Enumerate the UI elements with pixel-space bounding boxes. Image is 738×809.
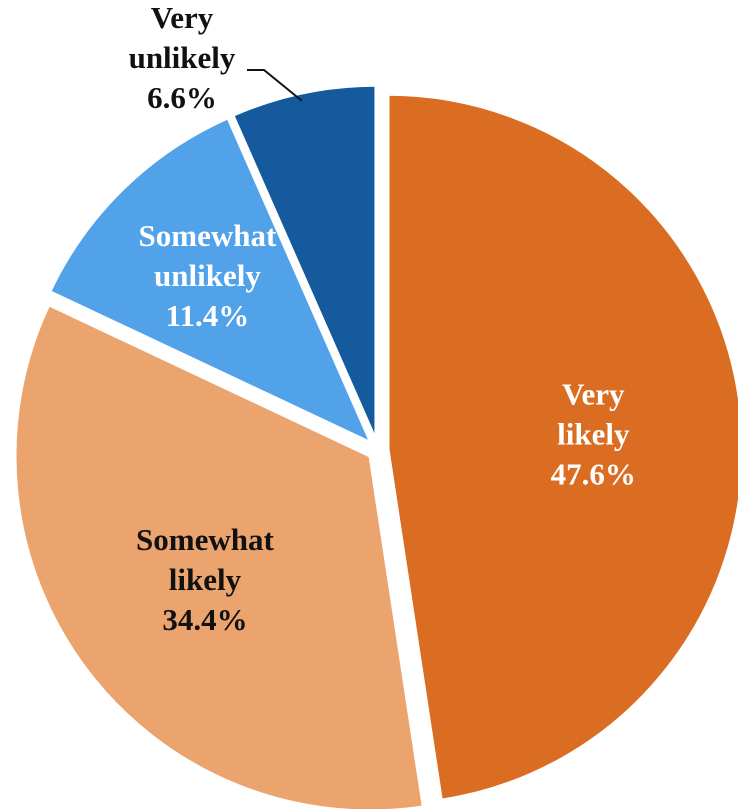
data-label-somewhat-unlikely: Somewhat unlikely 11.4%	[139, 218, 277, 333]
data-label-category: likely	[557, 417, 630, 452]
data-label-value: 34.4%	[162, 602, 247, 637]
data-label-very-likely: Very likely 47.6%	[551, 377, 636, 492]
data-label-category: unlikely	[129, 40, 236, 75]
data-label-category: Somewhat	[136, 522, 274, 557]
data-label-very-unlikely: Very unlikely 6.6%	[129, 0, 236, 115]
data-label-category: unlikely	[154, 258, 261, 293]
pie-slice-somewhat-unlikely	[47, 115, 375, 446]
data-label-value: 47.6%	[551, 457, 636, 492]
pie-slice-very-unlikely	[230, 83, 378, 441]
pie-slice-very-likely	[386, 92, 738, 802]
data-label-category: Very	[562, 377, 625, 412]
data-label-category: Very	[151, 0, 214, 35]
leader-line-very-unlikely	[247, 69, 303, 102]
data-label-category: likely	[169, 562, 242, 597]
pie-slice-somewhat-likely	[13, 302, 426, 809]
data-label-category: Somewhat	[139, 218, 277, 253]
data-label-value: 11.4%	[166, 298, 250, 333]
data-label-somewhat-likely: Somewhat likely 34.4%	[136, 522, 274, 637]
data-label-value: 6.6%	[147, 80, 217, 115]
